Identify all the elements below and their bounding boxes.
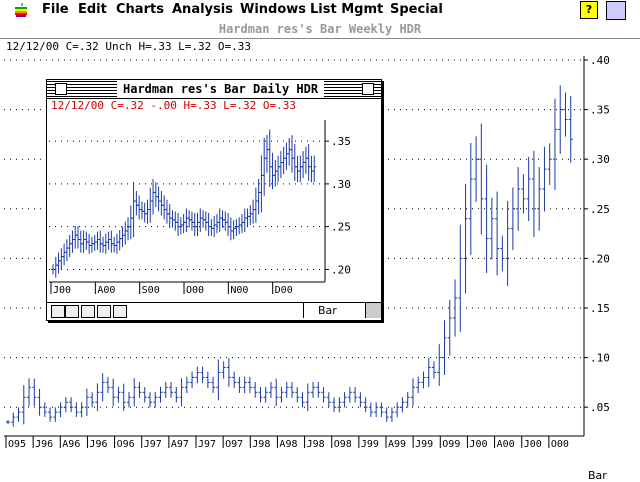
x-tick-label: A99 [388,439,406,450]
y-tick-label: .35 [331,135,351,148]
daily-window-title: Hardman res's Bar Daily HDR [117,81,325,97]
x-tick-label: A00 [97,285,115,296]
x-tick-label: O98 [334,439,352,450]
x-tick-label: A96 [62,439,80,450]
x-tick-label: J96 [35,439,53,450]
calculator-icon[interactable] [113,305,127,318]
close-box-icon[interactable] [55,83,67,95]
y-tick-label: .20 [590,252,610,265]
x-tick-label: O97 [225,439,243,450]
y-tick-label: .25 [590,203,610,216]
zoom-out-icon[interactable] [51,305,65,318]
x-tick-label: J99 [415,439,433,450]
y-tick-label: .40 [590,54,610,67]
weekly-chart-type-select[interactable]: Bar [588,469,607,482]
x-tick-label: A98 [279,439,297,450]
menu-list-mgmt[interactable]: List Mgmt [310,2,384,17]
y-tick-label: .30 [590,153,610,166]
x-tick-label: J97 [198,439,216,450]
x-tick-label: J98 [307,439,325,450]
daily-chart-window: Hardman res's Bar Daily HDR 12/12/00 C=.… [46,79,382,321]
daily-window-titlebar[interactable]: Hardman res's Bar Daily HDR [47,80,381,99]
x-tick-label: S00 [142,285,160,296]
x-tick-label: O96 [117,439,135,450]
y-tick-label: .05 [590,401,610,414]
zoom-in-icon[interactable] [65,305,79,318]
x-tick-label: D00 [275,285,293,296]
x-tick-label: O00 [551,439,569,450]
x-tick-label: O95 [8,439,26,450]
daily-price-readout: 12/12/00 C=.32 -.00 H=.33 L=.32 O=.33 [51,99,297,112]
x-tick-label: J96 [89,439,107,450]
daily-chart-type-select[interactable]: Bar [303,302,365,318]
x-tick-label: O99 [442,439,460,450]
weekly-window-title[interactable]: Hardman res's Bar Weekly HDR [0,20,640,39]
weekly-price-readout: 12/12/00 C=.32 Unch H=.33 L=.32 O=.33 [6,40,252,53]
x-tick-label: J00 [469,439,487,450]
y-tick-label: .20 [331,263,351,276]
apple-icon[interactable] [14,2,28,18]
y-tick-label: .15 [590,302,610,315]
help-icon[interactable]: ? [580,1,598,19]
menu-charts[interactable]: Charts [116,2,164,17]
menu-edit[interactable]: Edit [78,2,107,17]
x-tick-label: J97 [144,439,162,450]
menu-windows[interactable]: Windows [240,2,307,17]
daily-toolbar [47,302,303,319]
page-icon[interactable] [97,305,111,318]
grow-box-icon[interactable] [365,302,381,318]
y-tick-label: .10 [590,352,610,365]
y-tick-label: .35 [590,104,610,117]
x-tick-label: O00 [186,285,204,296]
y-tick-label: .30 [331,178,351,191]
selection-icon[interactable] [81,305,95,318]
x-tick-label: J99 [361,439,379,450]
zoom-box-icon[interactable] [362,83,374,95]
application-icon[interactable] [606,1,626,20]
daily-chart: .20 .25 .30 .35 J00 A00 S00 O00 N00 D00 [49,120,351,296]
x-tick-label: J98 [252,439,270,450]
x-tick-label: J00 [53,285,71,296]
x-tick-label: A00 [497,439,515,450]
x-tick-label: A97 [171,439,189,450]
menu-analysis[interactable]: Analysis [172,2,233,17]
menu-bar: File Edit Charts Analysis Windows List M… [0,0,640,21]
menu-file[interactable]: File [42,2,69,17]
x-tick-label: J00 [524,439,542,450]
y-tick-label: .25 [331,221,351,234]
menu-special[interactable]: Special [390,2,443,17]
x-tick-label: N00 [230,285,248,296]
